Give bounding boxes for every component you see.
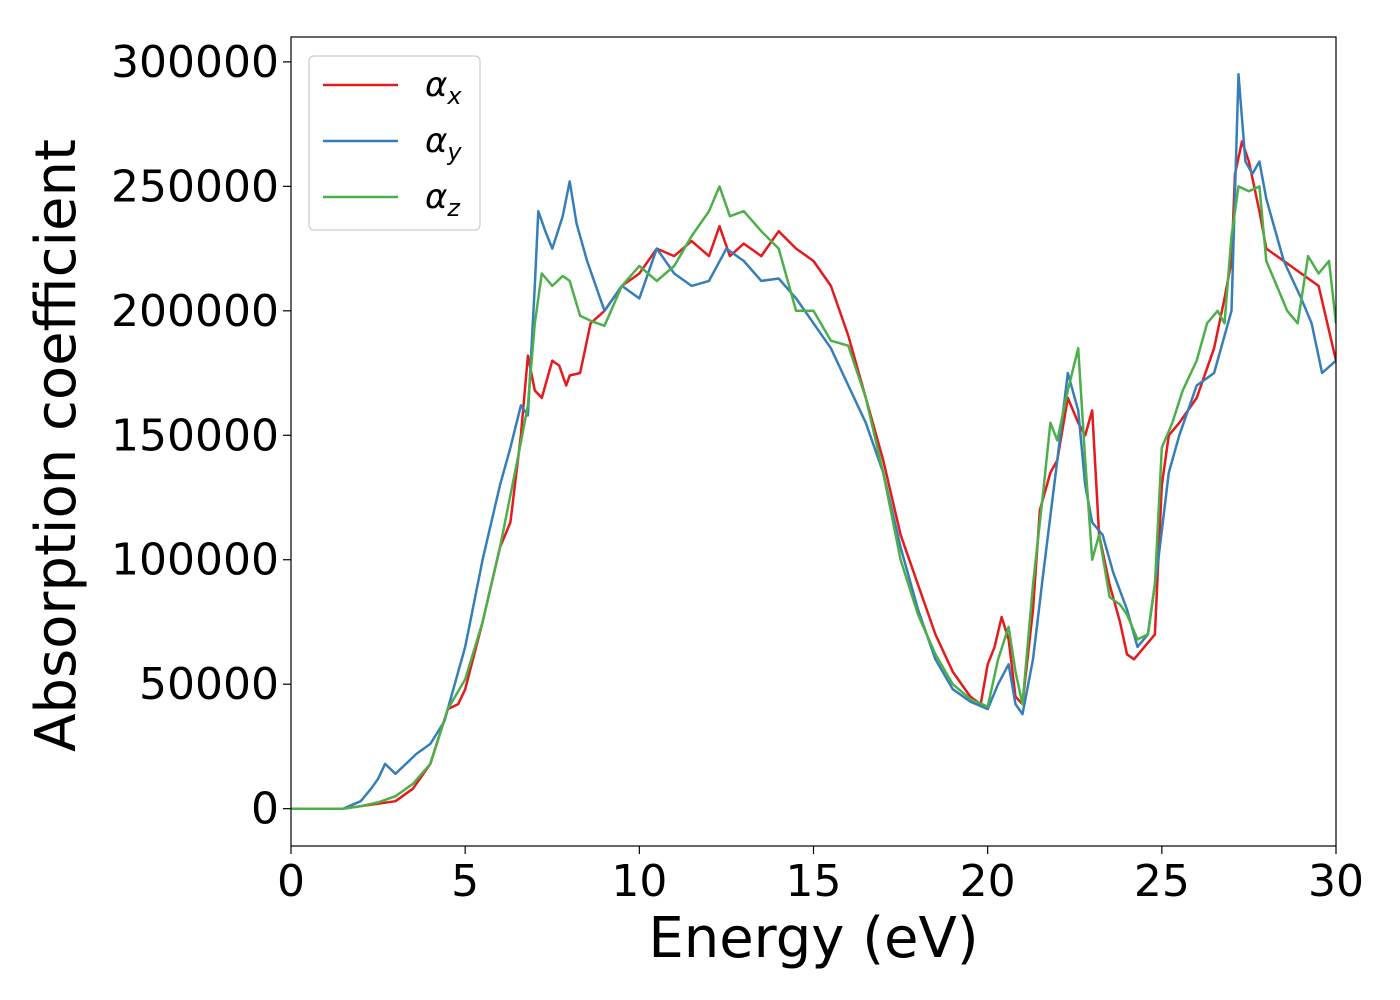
y-axis-title: Absorption coefficient (24, 139, 89, 752)
x-tick-label: 30 (1308, 856, 1364, 907)
x-tick-label: 25 (1134, 856, 1190, 907)
legend: αx αy αz (308, 55, 481, 231)
y-tick-label: 50000 (139, 659, 279, 710)
y-tick-label: 300000 (111, 37, 279, 88)
x-tick-label: 5 (451, 856, 479, 907)
series-line-z (291, 185, 1336, 810)
x-tick-label: 0 (277, 856, 305, 907)
x-tick-label: 10 (611, 856, 667, 907)
legend-label-z: αz (425, 177, 461, 222)
series-line-y (291, 73, 1336, 810)
y-tick-label: 150000 (111, 410, 279, 461)
x-tick-label: 20 (960, 856, 1016, 907)
legend-box (308, 55, 481, 231)
x-axis-title: Energy (eV) (648, 906, 978, 971)
x-tick-label: 15 (786, 856, 842, 907)
y-tick-label: 200000 (111, 286, 279, 337)
series-layer (291, 73, 1336, 810)
legend-label-y: αy (425, 121, 462, 166)
y-tick-label: 100000 (111, 535, 279, 586)
legend-label-x: αx (425, 65, 462, 110)
axes-layer: 0 5 10 15 20 25 30 0 50000 100000 150000 200000 2500… (111, 36, 1364, 907)
y-tick-label: 0 (251, 784, 279, 835)
y-tick-label: 250000 (111, 161, 279, 212)
series-line-x (291, 140, 1336, 810)
